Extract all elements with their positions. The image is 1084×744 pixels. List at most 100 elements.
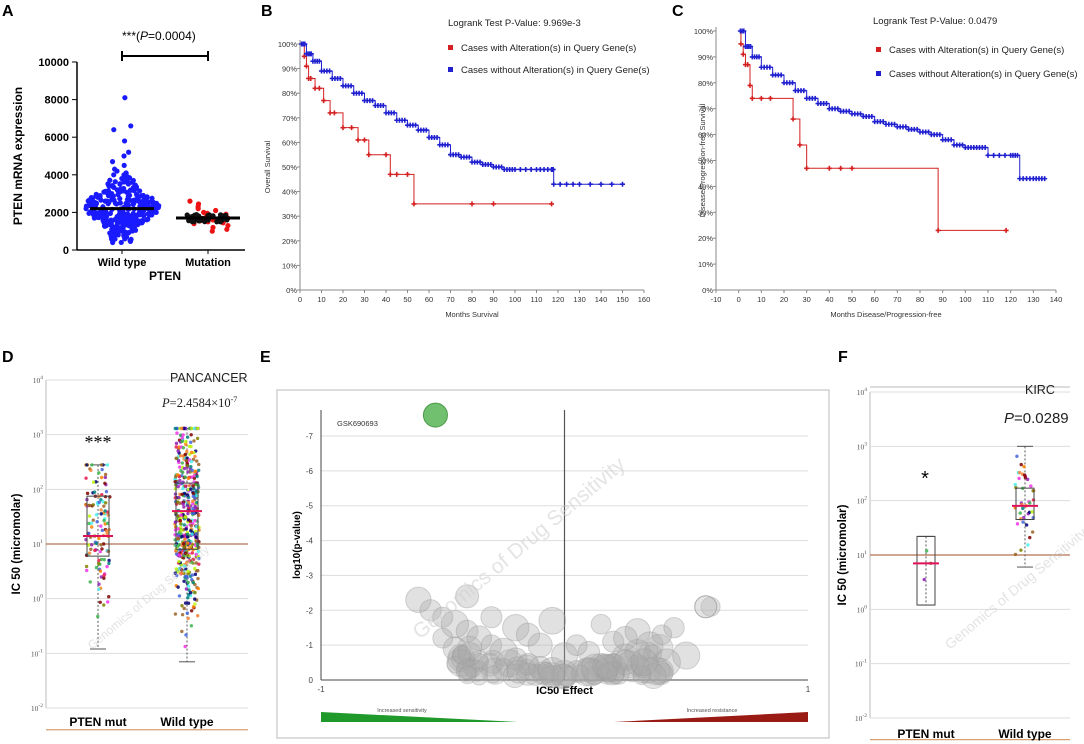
data-point [176, 536, 181, 541]
drug-bubble [632, 664, 652, 684]
censor-mark [456, 152, 462, 158]
data-point [180, 604, 184, 608]
data-point [85, 568, 89, 573]
censor-mark [523, 166, 529, 172]
drug-bubble [489, 637, 518, 667]
data-point [182, 606, 186, 611]
data-point [1031, 498, 1036, 502]
data-point [178, 465, 182, 469]
data-point [196, 549, 201, 554]
drug-bubble [478, 653, 502, 677]
drug-bubble [604, 661, 626, 683]
drug-bubble [516, 652, 540, 676]
p-italic: P [1004, 410, 1014, 427]
data-point [100, 492, 104, 497]
censor-mark [869, 113, 875, 119]
y-tick-label: 80% [282, 89, 297, 98]
data-point-wild-type [102, 223, 108, 229]
data-point [193, 454, 197, 459]
y-tick-label: 10000 [38, 57, 69, 69]
drug-bubble [550, 642, 579, 670]
x-tick-label: 80 [916, 295, 924, 304]
drug-bubble [442, 636, 468, 661]
data-point [184, 567, 188, 571]
drug-bubble [527, 632, 553, 658]
drug-bubble [606, 661, 630, 685]
data-point [185, 463, 190, 468]
tick-exponent: 0 [40, 594, 43, 600]
censor-mark [609, 181, 615, 187]
drug-bubble [576, 656, 602, 683]
data-point-wild-type [98, 209, 104, 216]
data-point-wild-type [115, 191, 121, 198]
drug-bubble [565, 659, 588, 683]
data-point-wild-type [112, 217, 118, 223]
data-point [195, 459, 199, 463]
y-tick-label: 70% [282, 114, 297, 123]
data-point [182, 579, 186, 584]
drug-bubble [570, 664, 590, 683]
tick-exponent: 1 [864, 550, 867, 556]
data-point [189, 433, 193, 437]
data-point [1021, 520, 1025, 524]
censor-mark [303, 63, 309, 69]
data-point [106, 600, 110, 604]
tick-exponent: -2 [862, 713, 867, 719]
box [916, 535, 936, 606]
data-point [1013, 482, 1018, 487]
data-point [173, 487, 178, 491]
data-point [91, 518, 95, 522]
data-point [181, 502, 185, 506]
data-point [1027, 510, 1032, 514]
drug-bubble [602, 630, 625, 653]
data-point [107, 561, 111, 566]
data-point [192, 426, 197, 431]
data-point [194, 552, 198, 557]
y-tick-label: 0 [309, 676, 314, 685]
censor-mark [1014, 152, 1020, 158]
x-tick-label: -1 [317, 685, 325, 694]
data-point [193, 572, 198, 577]
data-point [180, 436, 185, 440]
data-point-wild-type [137, 188, 143, 194]
drug-bubble [694, 595, 718, 619]
y-tick-label: 70% [698, 105, 713, 114]
data-point-wild-type [83, 206, 89, 212]
legend-swatch [448, 45, 453, 50]
data-point [196, 513, 201, 518]
data-point [99, 508, 103, 512]
data-point [178, 525, 183, 530]
data-point-wild-type [115, 230, 121, 237]
data-point [177, 559, 181, 564]
x-tick-label: 80 [468, 295, 476, 304]
drug-bubble [463, 658, 483, 678]
censor-mark [1039, 176, 1045, 182]
data-point [922, 577, 926, 582]
data-point [94, 513, 99, 517]
censor-mark [935, 227, 941, 233]
censor-mark [348, 83, 354, 89]
p-text: =2.4584×10 [170, 396, 231, 410]
legend-label: Cases without Alteration(s) in Query Gen… [461, 65, 650, 76]
drug-bubble [590, 613, 612, 635]
data-point [102, 576, 106, 580]
data-point [184, 633, 188, 637]
data-point [196, 614, 200, 618]
data-point [183, 515, 188, 519]
drug-bubble [524, 663, 547, 686]
data-point [99, 475, 104, 480]
data-point [190, 573, 195, 577]
censor-mark [858, 111, 863, 117]
panel-label-a: A [2, 3, 14, 20]
drug-bubble [518, 658, 536, 677]
data-point [98, 600, 102, 605]
drug-bubble [539, 662, 565, 689]
tick-exponent: 1 [40, 539, 43, 545]
significance-stars: *** [85, 432, 112, 452]
censor-mark [423, 127, 429, 133]
survival-curve [300, 43, 552, 205]
censor-mark [1002, 152, 1008, 158]
y-tick-label: 10% [282, 261, 297, 270]
drug-bubble [572, 657, 601, 687]
drug-bubble [455, 659, 478, 682]
